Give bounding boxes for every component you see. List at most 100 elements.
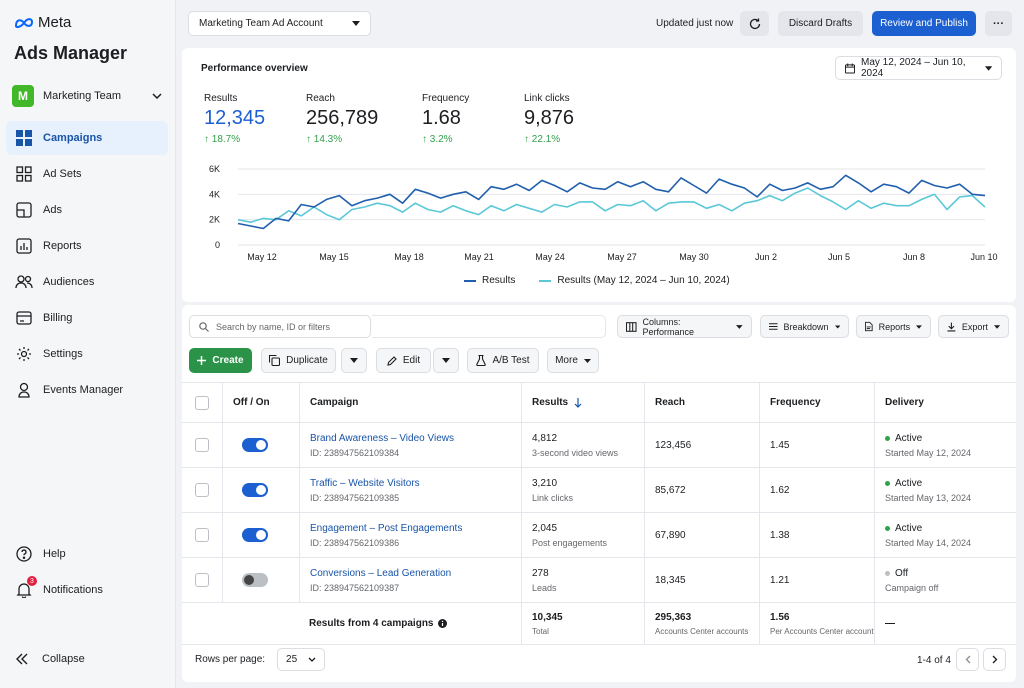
table-row[interactable]: Conversions – Lead Generation ID: 238947… <box>182 557 1016 602</box>
search-filter-area[interactable] <box>372 315 606 338</box>
search-icon <box>199 321 209 332</box>
pagination-info: 1-4 of 4 <box>917 655 951 666</box>
campaign-toggle[interactable] <box>242 528 268 542</box>
meta-logo[interactable]: Meta <box>14 14 71 31</box>
campaign-name-link[interactable]: Traffic – Website Visitors <box>310 477 420 489</box>
sidebar-item-settings[interactable]: Settings <box>6 337 168 371</box>
search-input[interactable]: Search by name, ID or filters <box>189 315 371 338</box>
performance-line-chart: 0 2K 4K 6K May 12 May 15 May 18 May 21 May 24 May… <box>209 164 998 262</box>
row-checkbox[interactable] <box>195 438 209 452</box>
ad-account-dropdown[interactable]: Marketing Team Ad Account <box>188 11 371 36</box>
table-row[interactable]: Engagement – Post Engagements ID: 238947… <box>182 512 1016 557</box>
create-label: Create <box>212 355 244 366</box>
status-dot <box>885 480 890 486</box>
metric-delta: ↑ 18.7% <box>204 134 241 145</box>
column-header-reach[interactable]: Reach <box>644 383 759 422</box>
refresh-button[interactable] <box>740 11 769 36</box>
row-checkbox[interactable] <box>195 528 209 542</box>
create-button[interactable]: Create <box>189 348 252 373</box>
caret-down-icon <box>916 324 922 329</box>
caret-down-icon <box>352 21 360 26</box>
edit-button[interactable]: Edit <box>376 348 431 373</box>
review-and-publish-button[interactable]: Review and Publish <box>872 11 976 36</box>
date-range-label: May 12, 2024 – Jun 10, 2024 <box>861 57 966 79</box>
campaign-toggle[interactable] <box>242 438 268 452</box>
discard-drafts-button[interactable]: Discard Drafts <box>778 11 863 36</box>
table-row[interactable]: Traffic – Website Visitors ID: 238947562… <box>182 467 1016 512</box>
sidebar-item-help[interactable]: Help <box>6 537 168 571</box>
export-dropdown[interactable]: Export <box>938 315 1009 338</box>
next-page-button[interactable] <box>983 648 1006 671</box>
audiences-icon <box>15 273 33 291</box>
reports-dropdown[interactable]: Reports <box>856 315 931 338</box>
campaign-name-link[interactable]: Engagement – Post Engagements <box>310 522 463 534</box>
campaign-toggle[interactable] <box>242 483 268 497</box>
row-select-cell <box>182 513 222 557</box>
more-actions-button[interactable]: More <box>547 348 599 373</box>
sidebar-item-campaigns[interactable]: Campaigns <box>6 121 168 155</box>
reach-cell: 123,456 <box>644 423 759 467</box>
sidebar-item-label: Settings <box>43 348 83 360</box>
date-range-picker[interactable]: May 12, 2024 – Jun 10, 2024 <box>835 56 1002 80</box>
collapse-button[interactable]: Collapse <box>15 653 85 665</box>
chart-legend: Results Results (May 12, 2024 – Jun 10, … <box>464 275 730 286</box>
row-checkbox[interactable] <box>195 483 209 497</box>
series-line-1 <box>237 187 986 223</box>
column-header-campaign[interactable]: Campaign <box>299 383 521 422</box>
campaigns-grid-icon <box>15 129 33 147</box>
calendar-icon <box>845 63 855 74</box>
y-tick-label: 6K <box>209 164 220 174</box>
status-dot <box>885 525 890 531</box>
legend-item-results[interactable]: Results <box>464 275 515 286</box>
metric-reach[interactable]: Reach 256,789 ↑ 14.3% <box>306 93 378 145</box>
select-all-checkbox[interactable] <box>195 395 209 410</box>
status-label: Off <box>895 567 909 579</box>
totals-results-sub: Total <box>532 626 549 636</box>
reach-value: 123,456 <box>655 439 692 451</box>
campaign-name-link[interactable]: Conversions – Lead Generation <box>310 567 452 579</box>
edit-options-button[interactable] <box>433 348 459 373</box>
chevron-right-icon <box>992 655 997 664</box>
row-checkbox[interactable] <box>195 573 209 587</box>
sidebar-item-audiences[interactable]: Audiences <box>6 265 168 299</box>
status-label: Active <box>895 432 923 444</box>
account-switcher[interactable]: M Marketing Team <box>12 85 162 107</box>
column-header-delivery[interactable]: Delivery <box>874 383 1016 422</box>
columns-label: Columns: Performance <box>642 316 695 337</box>
metric-delta: ↑ 22.1% <box>524 134 561 145</box>
breakdown-dropdown[interactable]: Breakdown <box>760 315 849 338</box>
rows-per-page-select[interactable]: 25 <box>277 648 326 671</box>
sidebar-item-ad-sets[interactable]: Ad Sets <box>6 157 168 191</box>
campaign-name-link[interactable]: Brand Awareness – Video Views <box>310 432 454 444</box>
y-tick-label: 0 <box>215 240 220 250</box>
ab-test-button[interactable]: A/B Test <box>467 348 539 373</box>
campaigns-table: Off / On Campaign Results Reach Frequenc… <box>182 382 1016 645</box>
export-label: Export <box>961 321 988 332</box>
column-header-results[interactable]: Results <box>521 383 644 422</box>
status-label: Active <box>895 477 923 489</box>
metric-frequency[interactable]: Frequency 1.68 ↑ 3.2% <box>422 93 469 145</box>
table-row[interactable]: Brand Awareness – Video Views ID: 238947… <box>182 422 1016 467</box>
legend-item-results-comparison[interactable]: Results (May 12, 2024 – Jun 10, 2024) <box>539 275 730 286</box>
sidebar-item-label: Ads <box>43 204 62 216</box>
info-icon[interactable] <box>438 619 448 628</box>
previous-page-button[interactable] <box>956 648 979 671</box>
sidebar-item-reports[interactable]: Reports <box>6 229 168 263</box>
sidebar-item-notifications[interactable]: 3 Notifications <box>6 573 168 607</box>
column-header-frequency[interactable]: Frequency <box>759 383 874 422</box>
metric-results[interactable]: Results 12,345 ↑ 18.7% <box>204 93 265 145</box>
chevron-left-icon <box>965 655 970 664</box>
metric-link-clicks[interactable]: Link clicks 9,876 ↑ 22.1% <box>524 93 574 145</box>
column-header-toggle[interactable]: Off / On <box>222 383 299 422</box>
duplicate-options-button[interactable] <box>341 348 367 373</box>
sidebar-item-events-manager[interactable]: Events Manager <box>6 373 168 407</box>
x-tick-label: May 24 <box>535 252 565 262</box>
campaign-toggle[interactable] <box>242 573 268 587</box>
frequency-cell: 1.21 <box>759 558 874 602</box>
duplicate-button[interactable]: Duplicate <box>261 348 336 373</box>
sidebar-item-billing[interactable]: Billing <box>6 301 168 335</box>
sidebar-item-ads[interactable]: Ads <box>6 193 168 227</box>
columns-dropdown[interactable]: Columns: Performance <box>617 315 752 338</box>
more-options-button[interactable]: ··· <box>985 11 1012 36</box>
sort-descending-arrow-icon <box>574 397 582 408</box>
